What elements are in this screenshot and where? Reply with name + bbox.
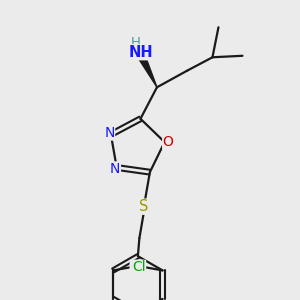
Polygon shape (139, 56, 157, 87)
Text: Cl: Cl (132, 260, 146, 274)
Text: Cl: Cl (130, 260, 144, 274)
Text: H: H (130, 36, 140, 49)
Text: S: S (139, 199, 148, 214)
Text: N: N (110, 162, 120, 176)
Text: O: O (163, 135, 174, 149)
Text: N: N (104, 126, 115, 140)
Text: NH: NH (128, 45, 153, 60)
